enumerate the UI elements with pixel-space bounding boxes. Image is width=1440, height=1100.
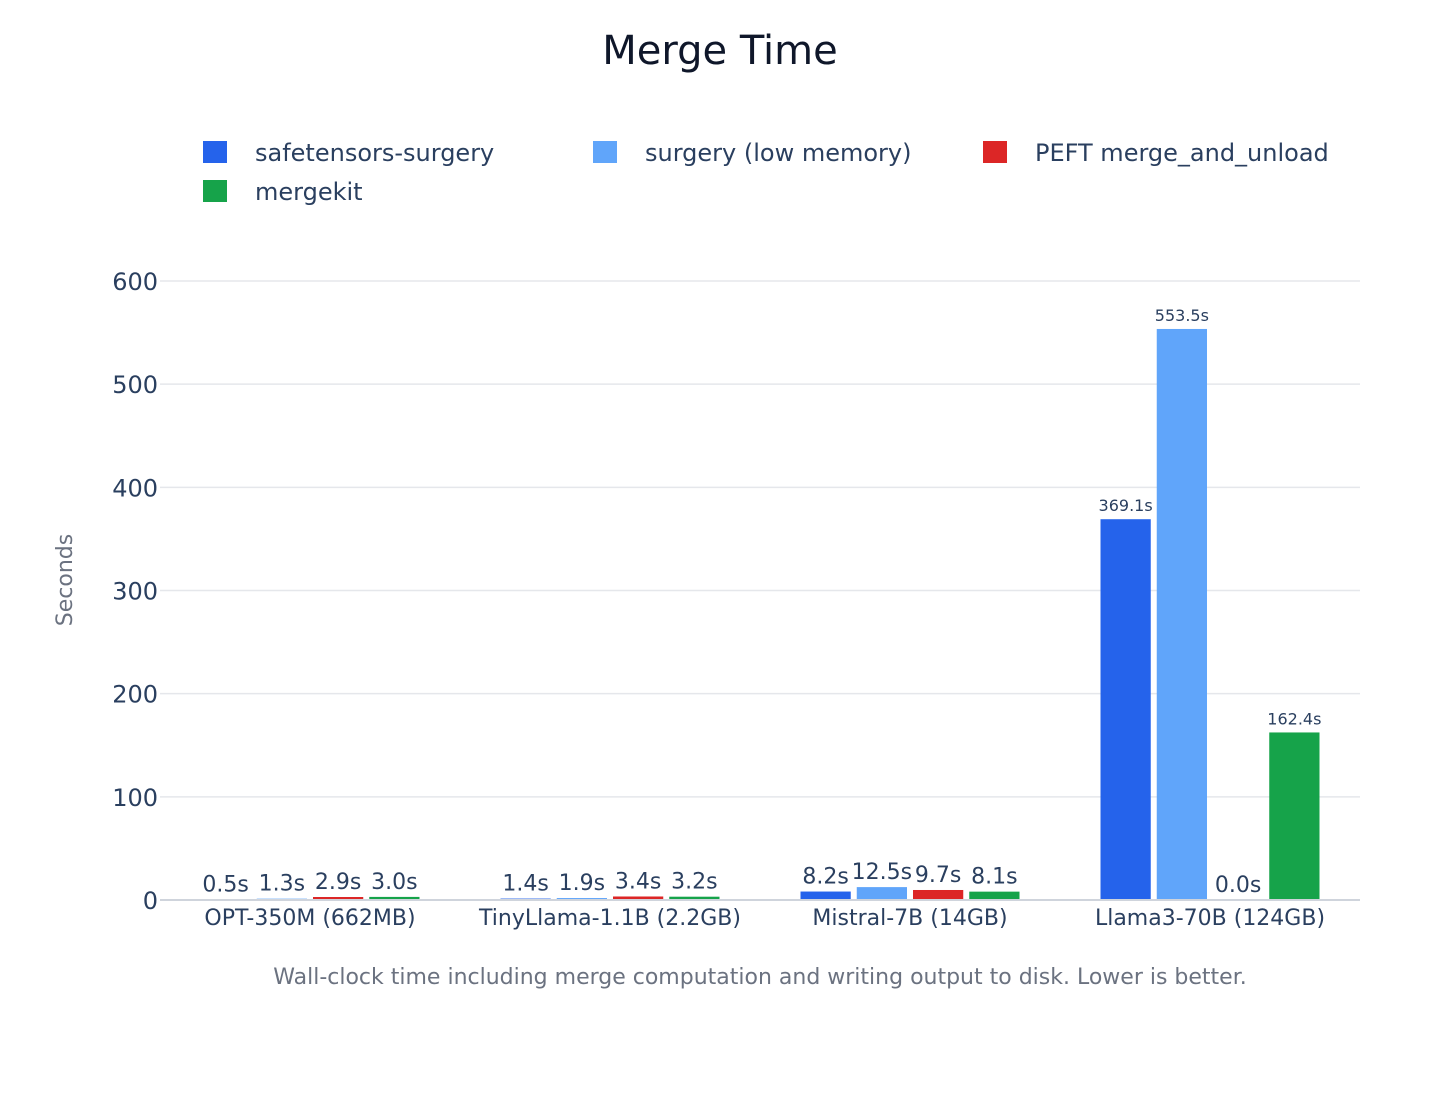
bar: [913, 889, 964, 900]
bar: [800, 891, 851, 900]
bar-value-label: 553.5s: [1155, 306, 1209, 325]
bar-value-label: 1.9s: [559, 871, 605, 896]
bar: [856, 887, 907, 900]
bar-value-label: 0.0s: [1215, 873, 1261, 898]
bar: [969, 891, 1020, 900]
y-tick-label: 500: [112, 371, 158, 399]
bar-value-label: 162.4s: [1267, 709, 1321, 728]
y-tick-label: 300: [112, 578, 158, 606]
bar-labels: 0.5s 1.3s 2.9s 3.0s 1.4s 1.9s 3.4s 3.2s 8.2s 12.5…: [202, 306, 1321, 898]
bar-value-label: 1.3s: [259, 872, 305, 897]
x-tick-label: Mistral-7B (14GB): [812, 906, 1007, 931]
y-tick-label: 100: [112, 784, 158, 812]
legend-swatch: [593, 141, 617, 163]
x-tick-label: OPT-350M (662MB): [204, 906, 415, 931]
bar-value-label: 0.5s: [202, 872, 248, 897]
bar-value-label: 8.1s: [971, 865, 1017, 890]
bar-value-label: 8.2s: [802, 865, 848, 890]
bar: [1269, 732, 1320, 900]
y-tick-label: 0: [143, 887, 158, 915]
legend-label: mergekit: [255, 178, 363, 206]
bar-value-label: 2.9s: [315, 870, 361, 895]
bar-value-label: 3.2s: [671, 870, 717, 895]
bar: [669, 896, 720, 900]
bar-value-label: 12.5s: [852, 860, 912, 885]
y-tick-label: 200: [112, 681, 158, 709]
x-axis-label: Wall-clock time including merge computat…: [273, 965, 1246, 990]
legend-label: safetensors-surgery: [255, 139, 494, 167]
y-tick-label: 600: [112, 268, 158, 296]
bar: [613, 896, 664, 900]
bar: [1100, 519, 1151, 900]
legend-label: surgery (low memory): [645, 139, 911, 167]
legend-swatch: [203, 180, 227, 202]
x-tick-label: Llama3-70B (124GB): [1095, 906, 1325, 931]
chart-title: Merge Time: [602, 28, 837, 74]
bar-value-label: 3.0s: [371, 870, 417, 895]
y-tick-label: 400: [112, 474, 158, 502]
x-axis-ticks: OPT-350M (662MB) TinyLlama-1.1B (2.2GB) Mi…: [204, 906, 1325, 931]
legend-swatch: [203, 141, 227, 163]
bar-value-label: 369.1s: [1099, 496, 1153, 515]
bar: [1156, 328, 1207, 900]
bar-value-label: 3.4s: [615, 869, 661, 894]
bar-value-label: 1.4s: [502, 872, 548, 897]
x-tick-label: TinyLlama-1.1B (2.2GB): [478, 906, 741, 931]
bar: [369, 896, 420, 900]
bar: [313, 897, 364, 900]
bar-value-label: 9.7s: [915, 863, 961, 888]
y-axis-ticks: 0 100 200 300 400 500 600: [112, 268, 158, 915]
bars: [200, 328, 1320, 900]
y-axis-label: Seconds: [53, 534, 78, 626]
legend-label: PEFT merge_and_unload: [1035, 139, 1329, 167]
legend-swatch: [983, 141, 1007, 163]
legend: safetensors-surgery surgery (low memory) P…: [203, 139, 1329, 206]
